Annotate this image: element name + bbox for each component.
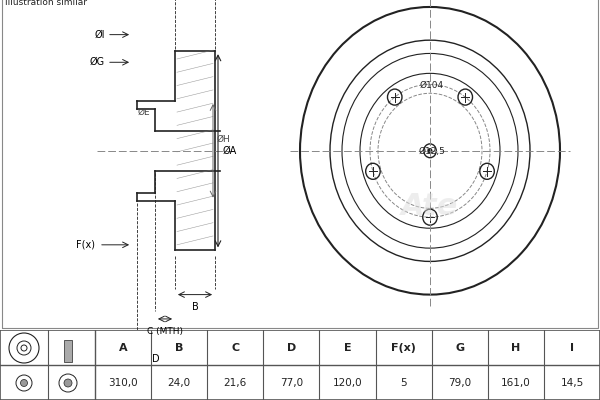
Text: 524181: 524181 xyxy=(394,14,470,32)
Text: Ø104: Ø104 xyxy=(420,81,444,90)
Text: ØI: ØI xyxy=(95,30,105,40)
Text: ØG: ØG xyxy=(90,57,105,67)
Text: Ate: Ate xyxy=(401,192,458,221)
Text: 24,0: 24,0 xyxy=(167,378,191,388)
Circle shape xyxy=(427,148,433,154)
Text: 77,0: 77,0 xyxy=(280,378,303,388)
Text: E: E xyxy=(344,343,352,353)
Text: 310,0: 310,0 xyxy=(108,378,138,388)
Text: 14,5: 14,5 xyxy=(560,378,584,388)
Text: D: D xyxy=(287,343,296,353)
Text: ØE: ØE xyxy=(137,108,150,116)
Text: ØH: ØH xyxy=(217,135,231,144)
Text: H: H xyxy=(511,343,520,353)
Text: 21,6: 21,6 xyxy=(224,378,247,388)
Text: 161,0: 161,0 xyxy=(501,378,531,388)
Text: C (MTH): C (MTH) xyxy=(147,327,183,336)
Bar xyxy=(64,340,72,362)
Text: 120,0: 120,0 xyxy=(332,378,362,388)
Text: 24.0324-0181.1: 24.0324-0181.1 xyxy=(149,14,307,32)
Circle shape xyxy=(64,379,72,387)
Text: F(x): F(x) xyxy=(76,240,95,250)
Text: F(x): F(x) xyxy=(391,343,416,353)
Text: I: I xyxy=(570,343,574,353)
Text: D: D xyxy=(152,354,160,364)
Text: B: B xyxy=(175,343,184,353)
Text: ØA: ØA xyxy=(223,146,237,156)
Text: Illustration similar: Illustration similar xyxy=(5,0,87,7)
Text: Ø12,5: Ø12,5 xyxy=(419,147,445,156)
Text: B: B xyxy=(191,302,199,312)
Text: G: G xyxy=(455,343,464,353)
Text: 79,0: 79,0 xyxy=(448,378,471,388)
Text: A: A xyxy=(119,343,127,353)
Circle shape xyxy=(20,380,28,386)
Text: 5: 5 xyxy=(400,378,407,388)
Text: C: C xyxy=(231,343,239,353)
